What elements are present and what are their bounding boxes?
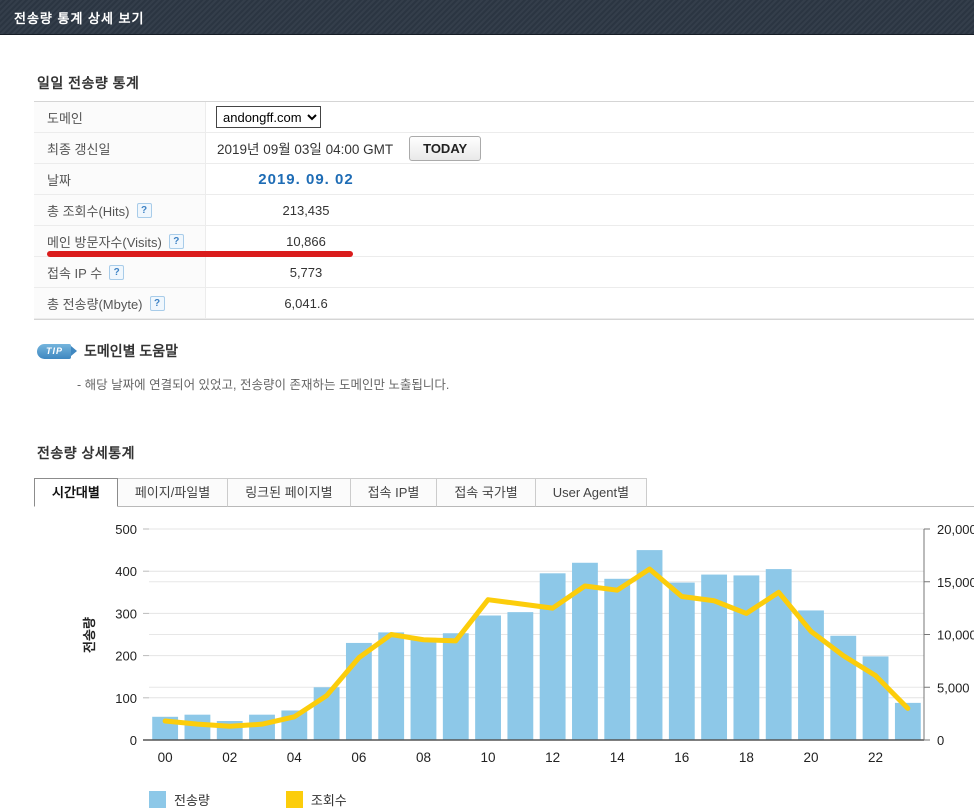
- traffic-chart: 010020030040050005,00010,00015,00020,000…: [79, 521, 974, 809]
- svg-text:12: 12: [545, 750, 560, 765]
- tab-hourly[interactable]: 시간대별: [34, 478, 118, 507]
- mbyte-value: 6,041.6: [206, 296, 406, 311]
- today-button[interactable]: TODAY: [409, 136, 481, 161]
- ip-label: 접속 IP 수 ?: [34, 257, 206, 287]
- table-row-domain: 도메인 andongff.com: [34, 102, 974, 133]
- svg-text:5,000: 5,000: [937, 680, 970, 695]
- date-value: 2019. 09. 02: [206, 171, 406, 188]
- ip-value: 5,773: [206, 265, 406, 280]
- table-row-mbyte: 총 전송량(Mbyte) ? 6,041.6: [34, 288, 974, 319]
- tip-block: TIP 도메인별 도움말 - 해당 날짜에 연결되어 있었고, 전송량이 존재하…: [37, 341, 974, 393]
- traffic-chart-svg: 010020030040050005,00010,00015,00020,000…: [79, 521, 974, 773]
- detail-tabbar: 시간대별 페이지/파일별 링크된 페이지별 접속 IP별 접속 국가별 User…: [34, 477, 974, 507]
- hits-label: 총 조회수(Hits) ?: [34, 195, 206, 225]
- table-row-date: 날짜 2019. 09. 02: [34, 164, 974, 195]
- ip-value-cell: 5,773: [206, 257, 974, 287]
- legend-swatch-hits-icon: [286, 791, 303, 808]
- svg-text:300: 300: [115, 606, 137, 621]
- bar-series: [152, 550, 921, 740]
- updated-value-cell: 2019년 09월 03일 04:00 GMT TODAY: [206, 133, 974, 163]
- tab-access-country[interactable]: 접속 국가별: [436, 478, 535, 507]
- highlight-underline: [47, 251, 353, 257]
- date-value-cell: 2019. 09. 02: [206, 164, 974, 194]
- svg-text:04: 04: [287, 750, 303, 765]
- help-icon[interactable]: ?: [150, 296, 165, 311]
- table-row-ip: 접속 IP 수 ? 5,773: [34, 257, 974, 288]
- tip-text: - 해당 날짜에 연결되어 있었고, 전송량이 존재하는 도메인만 노출됩니다.: [77, 374, 974, 393]
- svg-text:02: 02: [222, 750, 237, 765]
- tip-badge-icon: TIP: [37, 344, 71, 359]
- svg-text:06: 06: [351, 750, 366, 765]
- page-title: 전송량 통계 상세 보기: [14, 8, 144, 27]
- domain-select[interactable]: andongff.com: [216, 106, 321, 128]
- svg-text:08: 08: [416, 750, 431, 765]
- legend-label-transfer: 전송량: [174, 790, 210, 809]
- svg-text:14: 14: [610, 750, 626, 765]
- help-icon[interactable]: ?: [169, 234, 184, 249]
- svg-text:18: 18: [739, 750, 754, 765]
- line-series: [165, 569, 908, 726]
- mbyte-value-cell: 6,041.6: [206, 288, 974, 318]
- legend-label-hits: 조회수: [311, 790, 347, 809]
- svg-text:전송량: 전송량: [82, 617, 97, 653]
- legend-item-hits: 조회수: [286, 790, 347, 809]
- table-row-updated: 최종 갱신일 2019년 09월 03일 04:00 GMT TODAY: [34, 133, 974, 164]
- chart-legend: 전송량 조회수: [79, 790, 974, 809]
- daily-stats-table: 도메인 andongff.com 최종 갱신일 2019년 09월 03일 04…: [34, 101, 974, 320]
- svg-text:200: 200: [115, 649, 137, 664]
- mbyte-label: 총 전송량(Mbyte) ?: [34, 288, 206, 318]
- svg-text:00: 00: [158, 750, 173, 765]
- help-icon[interactable]: ?: [137, 203, 152, 218]
- svg-text:100: 100: [115, 691, 137, 706]
- svg-text:400: 400: [115, 564, 137, 579]
- legend-swatch-transfer-icon: [149, 791, 166, 808]
- visits-value: 10,866: [206, 234, 406, 249]
- svg-text:500: 500: [115, 522, 137, 537]
- svg-text:16: 16: [674, 750, 689, 765]
- tip-title: 도메인별 도움말: [84, 341, 178, 361]
- svg-text:15,000: 15,000: [937, 575, 974, 590]
- page-header: 전송량 통계 상세 보기: [0, 0, 974, 35]
- tab-page-file[interactable]: 페이지/파일별: [117, 478, 228, 507]
- daily-stats-title: 일일 전송량 통계: [37, 73, 974, 93]
- tab-linked-page[interactable]: 링크된 페이지별: [227, 478, 350, 507]
- hits-value: 213,435: [206, 203, 406, 218]
- svg-text:20: 20: [803, 750, 818, 765]
- main-content: 일일 전송량 통계 도메인 andongff.com 최종 갱신일 2019년 …: [0, 73, 974, 809]
- help-icon[interactable]: ?: [109, 265, 124, 280]
- hits-value-cell: 213,435: [206, 195, 974, 225]
- domain-label: 도메인: [34, 102, 206, 132]
- table-row-hits: 총 조회수(Hits) ? 213,435: [34, 195, 974, 226]
- svg-text:0: 0: [937, 733, 944, 748]
- updated-label: 최종 갱신일: [34, 133, 206, 163]
- tab-access-ip[interactable]: 접속 IP별: [350, 478, 438, 507]
- svg-text:0: 0: [130, 733, 137, 748]
- svg-text:10,000: 10,000: [937, 628, 974, 643]
- tab-user-agent[interactable]: User Agent별: [535, 478, 647, 507]
- svg-text:20,000: 20,000: [937, 522, 974, 537]
- svg-text:22: 22: [868, 750, 883, 765]
- detail-stats-title: 전송량 상세통계: [37, 443, 974, 463]
- svg-text:10: 10: [481, 750, 496, 765]
- legend-item-transfer: 전송량: [149, 790, 210, 809]
- domain-value-cell: andongff.com: [206, 102, 974, 132]
- date-label: 날짜: [34, 164, 206, 194]
- updated-value: 2019년 09월 03일 04:00 GMT: [206, 138, 393, 158]
